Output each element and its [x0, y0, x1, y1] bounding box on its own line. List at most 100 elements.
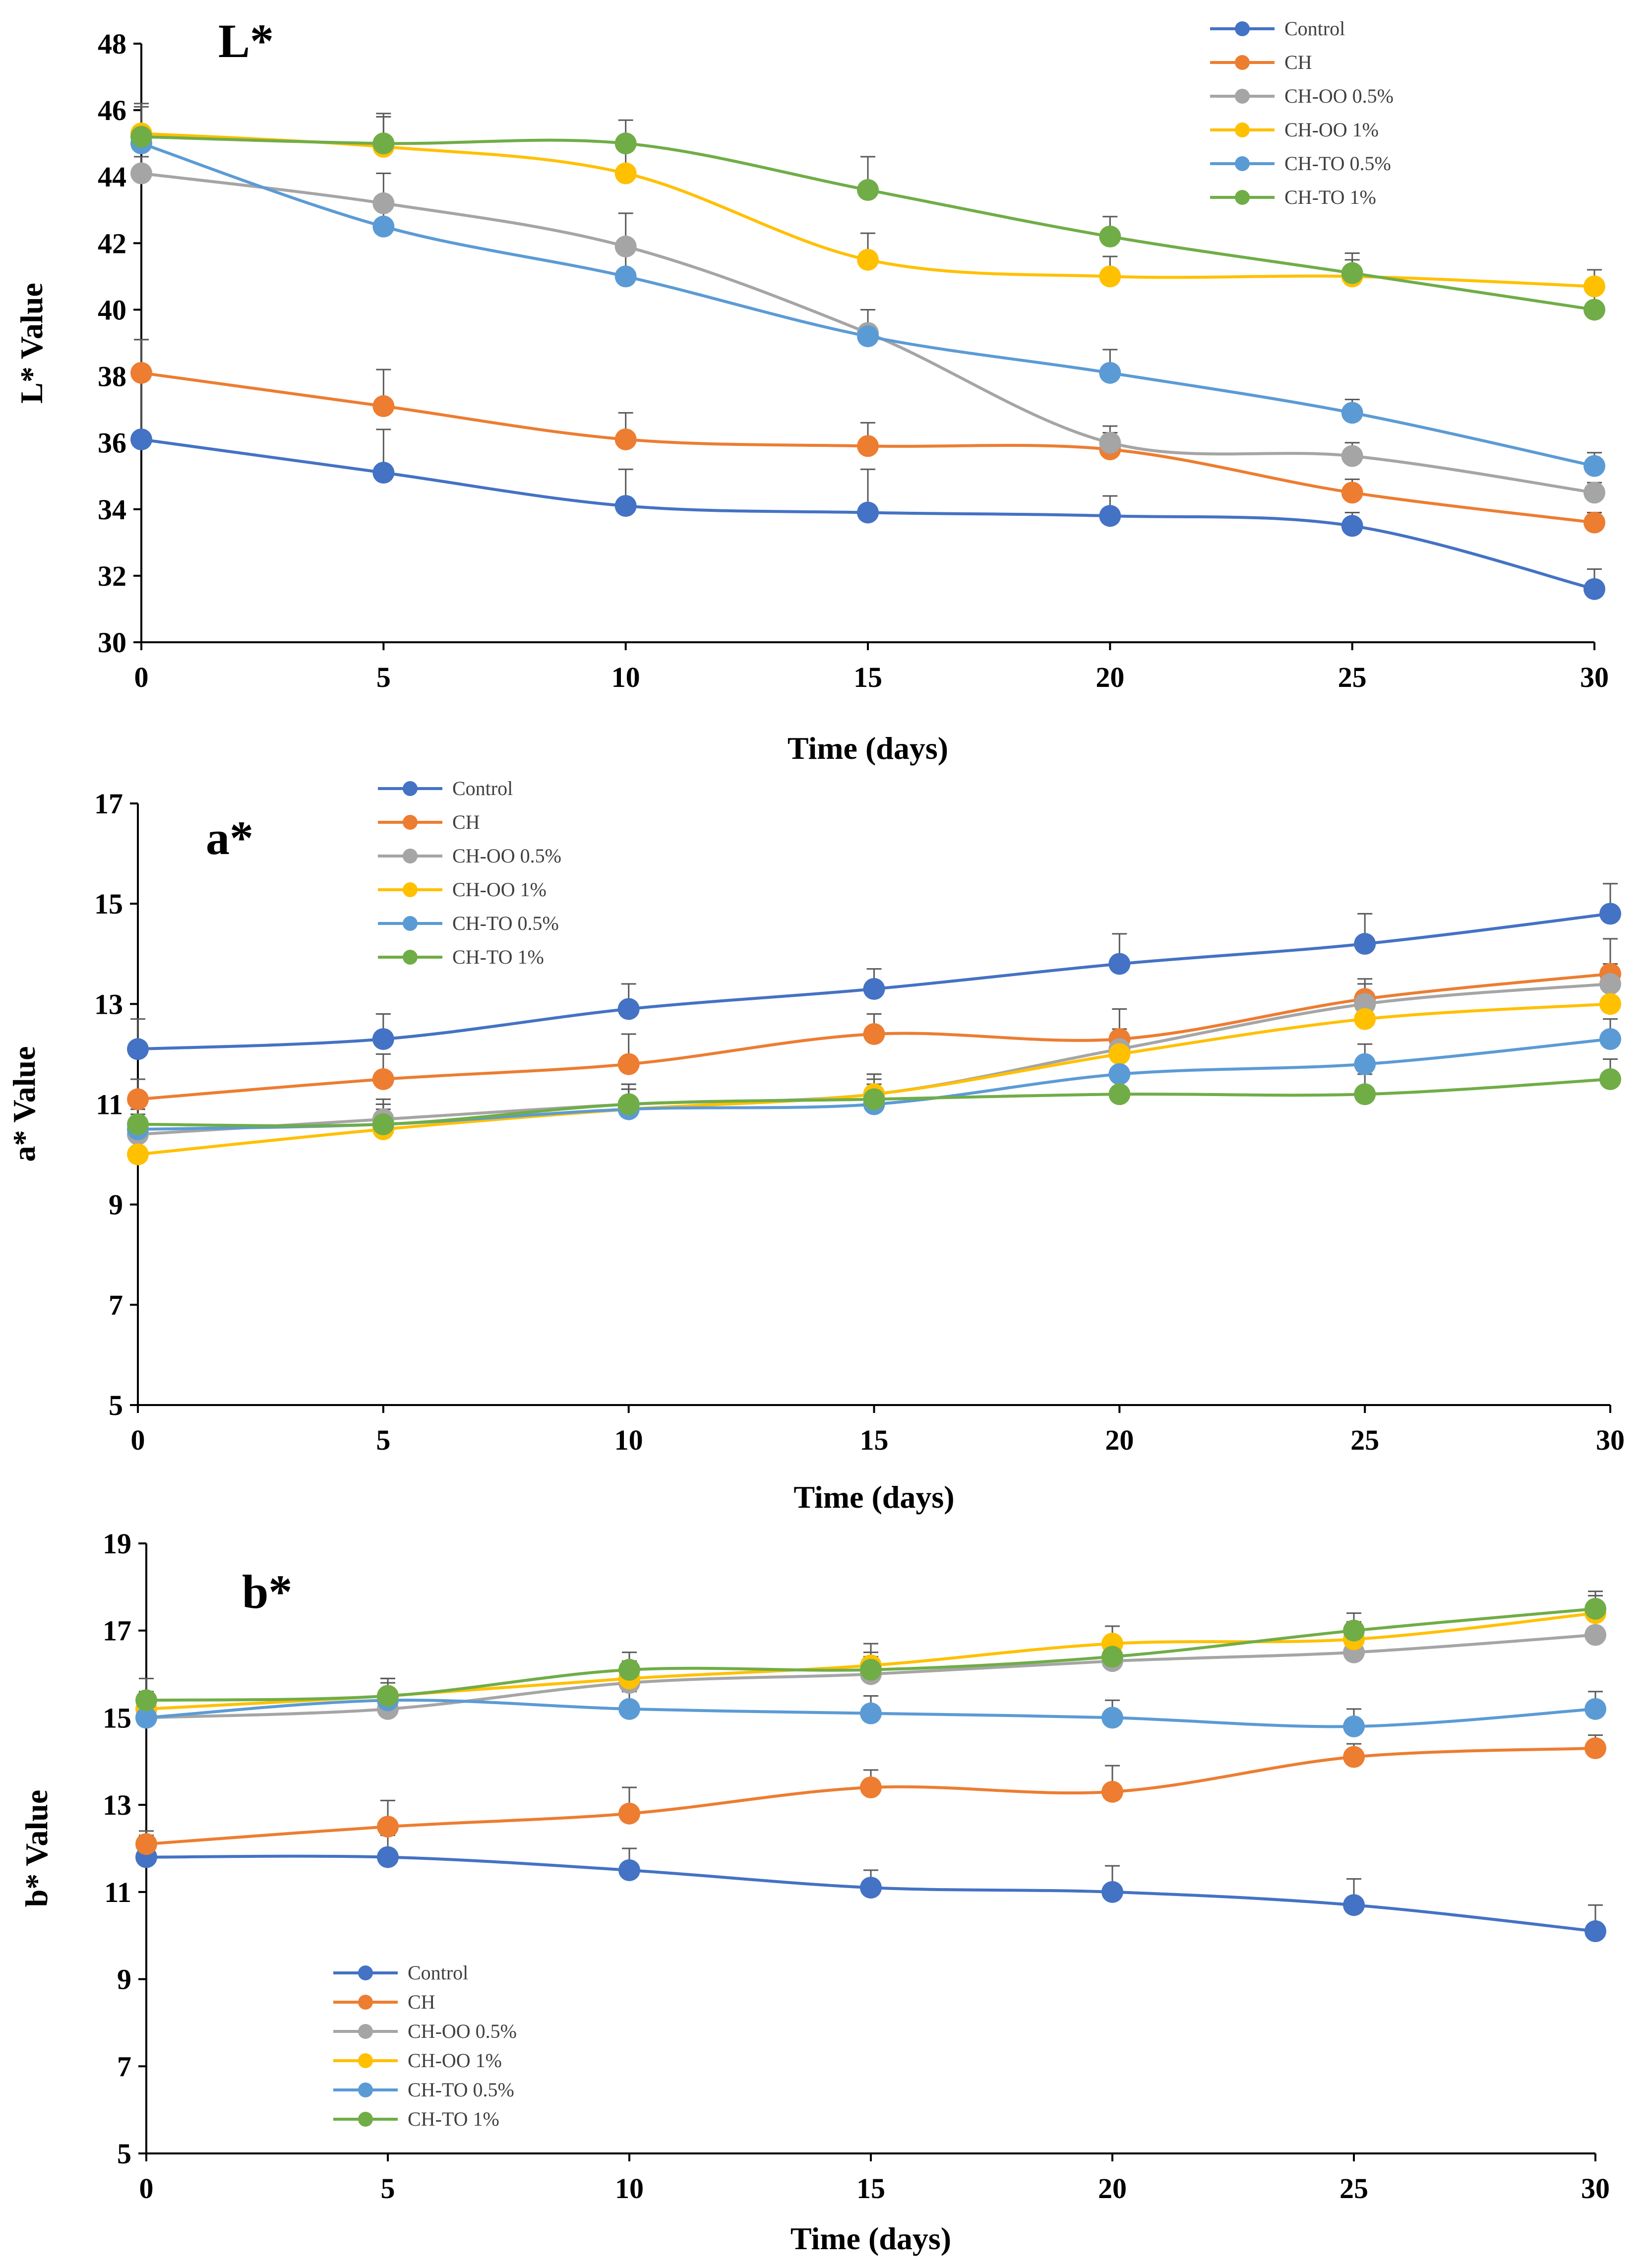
data-point	[614, 132, 637, 155]
data-point	[372, 1113, 394, 1135]
y-tick-label: 5	[109, 1389, 123, 1421]
data-point	[857, 501, 879, 524]
data-point	[863, 978, 885, 1000]
y-tick-label: 38	[98, 361, 126, 393]
x-tick-label: 20	[1096, 661, 1124, 693]
data-point	[130, 362, 152, 384]
data-point	[372, 192, 395, 214]
y-tick-label: 13	[103, 1789, 131, 1821]
data-point	[857, 248, 879, 271]
data-point	[1584, 275, 1605, 298]
data-point	[1584, 1597, 1606, 1620]
data-point	[1099, 505, 1121, 527]
data-point	[377, 1816, 399, 1838]
y-tick-label: 17	[94, 788, 123, 820]
y-tick-label: 9	[117, 1963, 131, 1996]
legend-marker	[403, 950, 418, 965]
legend-label: CH-OO 1%	[1284, 119, 1379, 141]
data-point	[1584, 1920, 1606, 1942]
data-point	[1584, 1737, 1606, 1759]
data-point	[1341, 445, 1363, 467]
data-point	[1101, 1780, 1123, 1803]
legend-label: CH-TO 0.5%	[1284, 152, 1391, 175]
data-point	[372, 1028, 394, 1050]
legend-marker	[358, 2083, 373, 2097]
data-point	[1099, 225, 1121, 247]
x-tick-label: 0	[134, 661, 149, 693]
legend-marker	[403, 781, 418, 796]
legend-marker	[1235, 55, 1250, 70]
data-point	[860, 1777, 882, 1798]
data-point	[863, 1088, 885, 1110]
data-point	[860, 1702, 882, 1724]
data-point	[127, 1113, 149, 1135]
data-point	[618, 1859, 640, 1881]
legend-marker	[358, 1965, 373, 1980]
data-point	[1354, 993, 1376, 1015]
legend-label: CH	[1284, 51, 1312, 73]
data-point	[618, 1698, 640, 1720]
data-point	[1341, 262, 1363, 284]
legend-marker	[358, 1995, 373, 2010]
y-axis-label: a* Value	[6, 1046, 42, 1162]
data-point	[1599, 1068, 1621, 1090]
data-point	[863, 1023, 885, 1045]
data-point	[1354, 1053, 1376, 1075]
data-point	[614, 236, 637, 258]
data-point	[617, 1093, 640, 1115]
data-point	[1101, 1646, 1123, 1668]
data-point	[1584, 482, 1605, 504]
x-tick-label: 0	[131, 1424, 145, 1456]
x-tick-label: 5	[376, 661, 391, 693]
legend-label: CH-TO 1%	[408, 2108, 499, 2130]
y-tick-label: 15	[103, 1702, 131, 1734]
data-point	[130, 162, 152, 184]
data-point	[372, 132, 395, 155]
data-point	[1584, 455, 1605, 477]
y-tick-label: 17	[103, 1615, 131, 1647]
legend-marker	[1235, 123, 1250, 137]
data-point	[135, 1689, 157, 1712]
data-point	[1343, 1619, 1365, 1642]
data-point	[614, 495, 637, 517]
data-point	[1584, 1624, 1606, 1646]
x-axis-label: Time (days)	[791, 2221, 951, 2256]
legend-marker	[358, 2112, 373, 2127]
y-tick-label: 7	[117, 2050, 131, 2083]
data-point	[614, 428, 637, 450]
x-tick-label: 15	[853, 661, 882, 693]
legend-label: Control	[1284, 17, 1345, 40]
legend-marker	[403, 882, 418, 897]
x-tick-label: 25	[1340, 2172, 1368, 2205]
data-point	[1341, 482, 1363, 504]
data-point	[135, 1833, 157, 1855]
panel-title: b*	[242, 1565, 292, 1618]
x-tick-label: 15	[856, 2172, 885, 2205]
x-tick-label: 25	[1338, 661, 1367, 693]
data-point	[1099, 362, 1121, 384]
data-point	[618, 1802, 640, 1825]
data-point	[860, 1658, 882, 1681]
x-tick-label: 30	[1581, 2172, 1610, 2205]
legend-label: CH-TO 1%	[1284, 186, 1376, 208]
legend-label: CH-OO 0.5%	[1284, 85, 1394, 107]
x-axis-label: Time (days)	[788, 731, 948, 766]
y-tick-label: 46	[98, 94, 126, 126]
legend-marker	[358, 2053, 373, 2068]
y-tick-label: 15	[94, 888, 123, 920]
data-point	[1584, 511, 1605, 534]
legend-label: CH	[408, 1991, 435, 2013]
data-point	[127, 1143, 149, 1165]
data-point	[1599, 993, 1621, 1015]
data-point	[1101, 1707, 1123, 1729]
data-point	[1341, 402, 1363, 424]
legend-label: CH-OO 0.5%	[452, 845, 561, 867]
x-tick-label: 10	[611, 661, 640, 693]
panel-title: a*	[206, 811, 253, 864]
y-tick-label: 11	[104, 1876, 131, 1908]
x-tick-label: 5	[376, 1424, 390, 1456]
legend-marker	[1235, 21, 1250, 36]
